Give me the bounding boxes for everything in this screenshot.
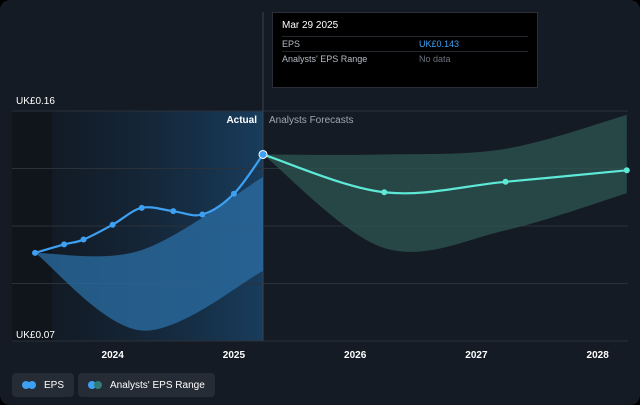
range-group: [35, 114, 627, 331]
tooltip: Mar 29 2025 EPS UK£0.143 Analysts' EPS R…: [272, 12, 538, 88]
tooltip-key: EPS: [282, 39, 301, 49]
legend-item-eps-range[interactable]: Analysts' EPS Range: [78, 373, 215, 397]
dot-pair-icon: [22, 381, 38, 389]
eps-range-area-forecast: [263, 114, 627, 252]
eps-point: [170, 208, 177, 215]
eps-point: [230, 190, 237, 197]
eps-line-forecast: [262, 153, 627, 195]
legend-item-eps[interactable]: EPS: [12, 373, 75, 397]
forecast-point: [623, 167, 630, 174]
x-tick-label: 2026: [344, 350, 367, 361]
y-axis-label-bottom: UK£0.07: [16, 330, 55, 341]
x-tick-label: 2027: [465, 350, 488, 361]
tooltip-row-eps: EPS UK£0.143: [282, 36, 528, 51]
x-tick-label: 2028: [587, 350, 610, 361]
actual-label: Actual: [226, 115, 257, 126]
legend: EPS Analysts' EPS Range: [12, 373, 215, 397]
eps-range-area-actual: [35, 176, 264, 331]
legend-label: Analysts' EPS Range: [110, 379, 205, 391]
eps-point: [109, 221, 116, 228]
x-tick-label: 2025: [223, 350, 246, 361]
dot-pair-icon: [88, 381, 104, 389]
point-group: [32, 149, 630, 256]
y-axis-label-top: UK£0.16: [16, 96, 55, 107]
eps-point: [80, 236, 87, 243]
tooltip-value: No data: [419, 54, 451, 64]
x-tick-label: 2024: [102, 350, 125, 361]
text-group: UK£0.16 UK£0.07 2024 2025 2026 2027 2028 Actual…: [16, 96, 609, 361]
forecast-point: [502, 178, 509, 185]
tooltip-value: UK£0.143: [419, 39, 460, 49]
legend-label: EPS: [44, 379, 65, 391]
eps-point: [32, 249, 39, 256]
eps-point: [138, 204, 145, 211]
tooltip-date: Mar 29 2025: [282, 20, 339, 31]
forecast-point: [381, 189, 388, 196]
eps-point: [61, 241, 68, 248]
forecast-label: Analysts Forecasts: [269, 115, 353, 126]
eps-point: [199, 211, 206, 218]
tooltip-row-range: Analysts' EPS Range No data: [282, 51, 528, 66]
tooltip-key: Analysts' EPS Range: [282, 54, 368, 64]
eps-point: [258, 149, 268, 159]
